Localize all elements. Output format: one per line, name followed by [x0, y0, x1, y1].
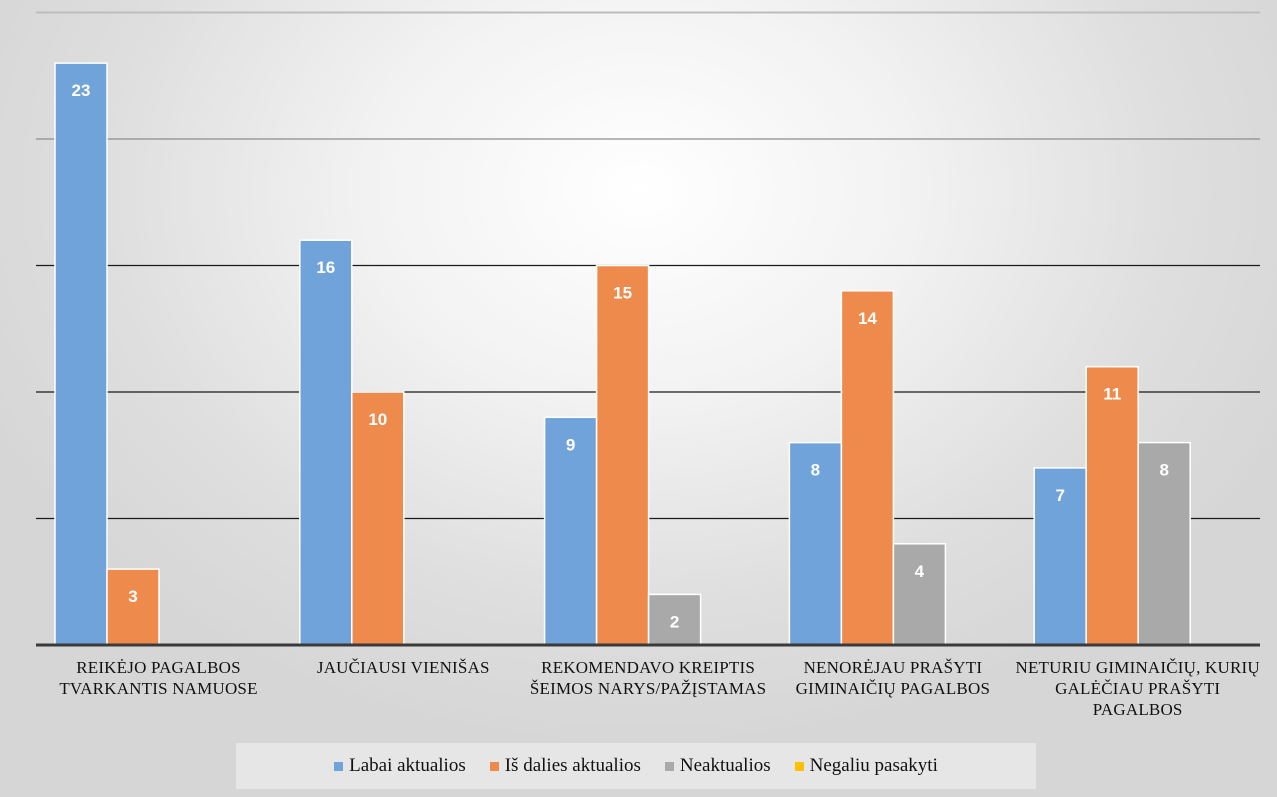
legend-label: Labai aktualios [349, 755, 466, 776]
category-label: JAUČIAUSI VIENIŠAS [316, 658, 490, 677]
legend-label: Iš dalies aktualios [504, 755, 641, 776]
category-label: REIKĖJO PAGALBOS TVARKANTIS NAMUOSE [59, 658, 258, 698]
data-label: 9 [566, 435, 575, 454]
data-label: 15 [613, 284, 632, 303]
data-label: 2 [670, 612, 679, 631]
legend-item-4: Negaliu pasakyti [794, 755, 938, 777]
category-label: REKOMENDAVO KREIPTIS ŠEIMOS NARYS/PAŽĮST… [529, 658, 767, 698]
data-label: 8 [1159, 461, 1168, 480]
data-label: 14 [858, 309, 877, 328]
data-label: 7 [1055, 486, 1064, 505]
bar-4-series-3 [892, 543, 947, 646]
legend: Labai aktualios Iš dalies aktualios Neaktu… [236, 743, 1036, 789]
legend-item-1: Labai aktualios [334, 755, 466, 777]
data-label: 16 [316, 258, 335, 277]
legend-swatch [664, 761, 674, 771]
data-label: 3 [128, 587, 137, 606]
bar-4-series-2 [840, 290, 895, 646]
legend-label: Neaktualios [679, 755, 771, 776]
legend-swatch [489, 761, 499, 771]
data-label: 10 [368, 410, 387, 429]
legend-item-2: Iš dalies aktualios [489, 755, 641, 777]
bar-2-series-2 [351, 391, 405, 646]
data-label: 11 [1103, 385, 1121, 404]
bar-1-series-1 [54, 62, 108, 646]
category-label: NETURIU GIMINAIČIŲ, KURIŲ GALĖČIAU PRAŠY… [1015, 658, 1260, 719]
bar-5-series-3 [1137, 441, 1191, 646]
bar-1-series-2 [106, 568, 160, 646]
bar-4-series-1 [788, 441, 843, 646]
legend-swatch [334, 761, 344, 771]
bar-chart: 23 3 16 10 9 15 2 8 14 4 7 11 8 [36, 11, 1260, 647]
category-label: NENORĖJAU PRAŠYTI GIMINAIČIŲ PAGALBOS [795, 658, 991, 698]
data-label: 4 [915, 562, 925, 581]
bar-3-series-2 [595, 264, 650, 646]
bar-3-series-1 [543, 416, 598, 646]
data-label: 23 [72, 81, 91, 100]
data-label: 8 [811, 461, 820, 480]
bar-5-series-2 [1085, 365, 1139, 646]
legend-item-3: Neaktualios [664, 755, 771, 777]
bar-2-series-1 [299, 239, 353, 646]
legend-swatch [794, 761, 804, 771]
legend-label: Negaliu pasakyti [809, 755, 938, 776]
